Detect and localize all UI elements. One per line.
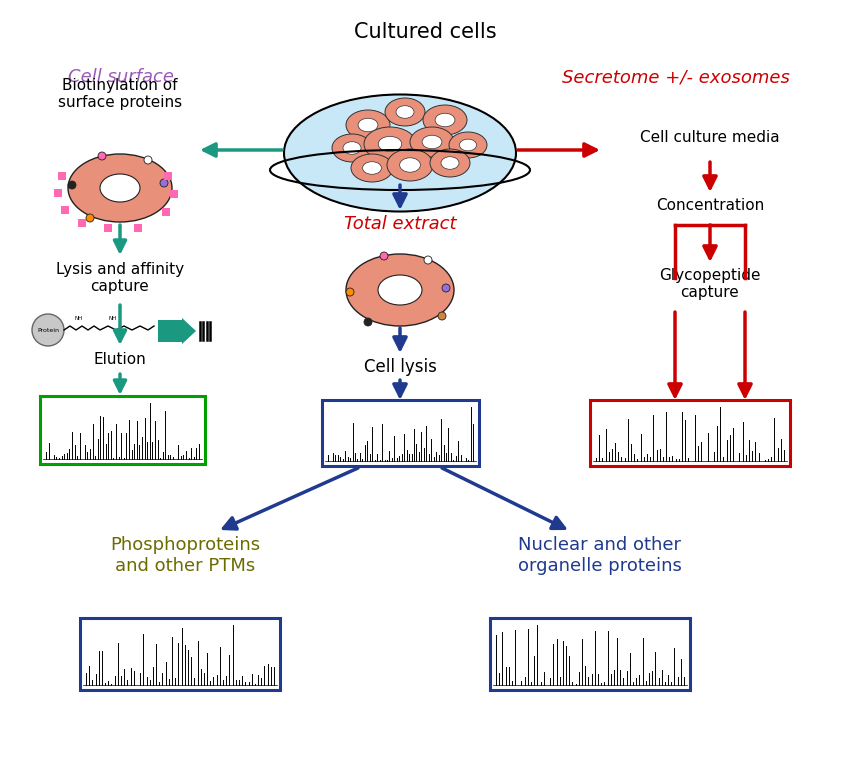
- Bar: [78, 219, 86, 227]
- Circle shape: [364, 318, 372, 326]
- Bar: [590, 400, 790, 466]
- Text: Cell culture media: Cell culture media: [640, 130, 779, 145]
- Ellipse shape: [400, 158, 421, 172]
- Bar: [170, 190, 178, 198]
- Bar: [40, 396, 205, 464]
- Ellipse shape: [435, 113, 455, 127]
- Ellipse shape: [363, 162, 382, 174]
- Circle shape: [160, 179, 168, 187]
- Circle shape: [32, 314, 64, 346]
- Bar: [104, 224, 112, 232]
- Text: Cell lysis: Cell lysis: [364, 358, 436, 376]
- Ellipse shape: [285, 96, 515, 210]
- Ellipse shape: [385, 98, 425, 126]
- Ellipse shape: [430, 149, 470, 177]
- Bar: [54, 189, 62, 197]
- Ellipse shape: [410, 127, 454, 157]
- Text: Total extract: Total extract: [343, 215, 456, 233]
- Circle shape: [98, 152, 106, 160]
- Polygon shape: [182, 318, 196, 344]
- Text: Biotinylation of
surface proteins: Biotinylation of surface proteins: [58, 78, 182, 111]
- Text: Lysis and affinity
capture: Lysis and affinity capture: [56, 262, 184, 295]
- Ellipse shape: [460, 139, 477, 151]
- Ellipse shape: [422, 136, 442, 149]
- Ellipse shape: [378, 275, 422, 305]
- Text: Concentration: Concentration: [656, 198, 764, 213]
- Text: Phosphoproteins
and other PTMs: Phosphoproteins and other PTMs: [110, 536, 260, 575]
- Text: NH: NH: [109, 316, 117, 321]
- Text: Nuclear and other
organelle proteins: Nuclear and other organelle proteins: [518, 536, 682, 575]
- Bar: [490, 618, 690, 690]
- Text: Cultured cells: Cultured cells: [354, 22, 496, 42]
- Circle shape: [380, 252, 388, 260]
- Bar: [134, 224, 142, 232]
- Circle shape: [68, 181, 76, 189]
- Ellipse shape: [346, 254, 454, 326]
- Text: Secretome +/- exosomes: Secretome +/- exosomes: [562, 68, 790, 86]
- Circle shape: [144, 156, 152, 164]
- Text: Cell surface: Cell surface: [68, 68, 174, 86]
- Ellipse shape: [358, 118, 378, 132]
- Ellipse shape: [364, 127, 416, 161]
- Ellipse shape: [68, 154, 172, 222]
- Text: NH: NH: [75, 316, 83, 321]
- Ellipse shape: [378, 136, 402, 151]
- Circle shape: [346, 288, 354, 296]
- Ellipse shape: [346, 110, 390, 140]
- Text: Glycopeptide
capture: Glycopeptide capture: [660, 268, 761, 300]
- Ellipse shape: [343, 142, 361, 154]
- Bar: [80, 618, 280, 690]
- Polygon shape: [158, 320, 182, 342]
- Ellipse shape: [441, 157, 459, 169]
- Ellipse shape: [351, 154, 393, 182]
- Ellipse shape: [449, 132, 487, 158]
- Ellipse shape: [332, 134, 372, 162]
- Circle shape: [424, 256, 432, 264]
- Text: Protein: Protein: [37, 328, 59, 332]
- Ellipse shape: [387, 149, 433, 181]
- Ellipse shape: [100, 174, 140, 202]
- Bar: [58, 172, 66, 180]
- Bar: [162, 208, 170, 216]
- Circle shape: [438, 312, 446, 320]
- Ellipse shape: [396, 106, 414, 118]
- Bar: [61, 206, 69, 214]
- Bar: [164, 172, 172, 180]
- Circle shape: [442, 284, 450, 292]
- Circle shape: [86, 214, 94, 222]
- Bar: [322, 400, 479, 466]
- Text: Elution: Elution: [94, 352, 146, 367]
- Ellipse shape: [423, 105, 467, 135]
